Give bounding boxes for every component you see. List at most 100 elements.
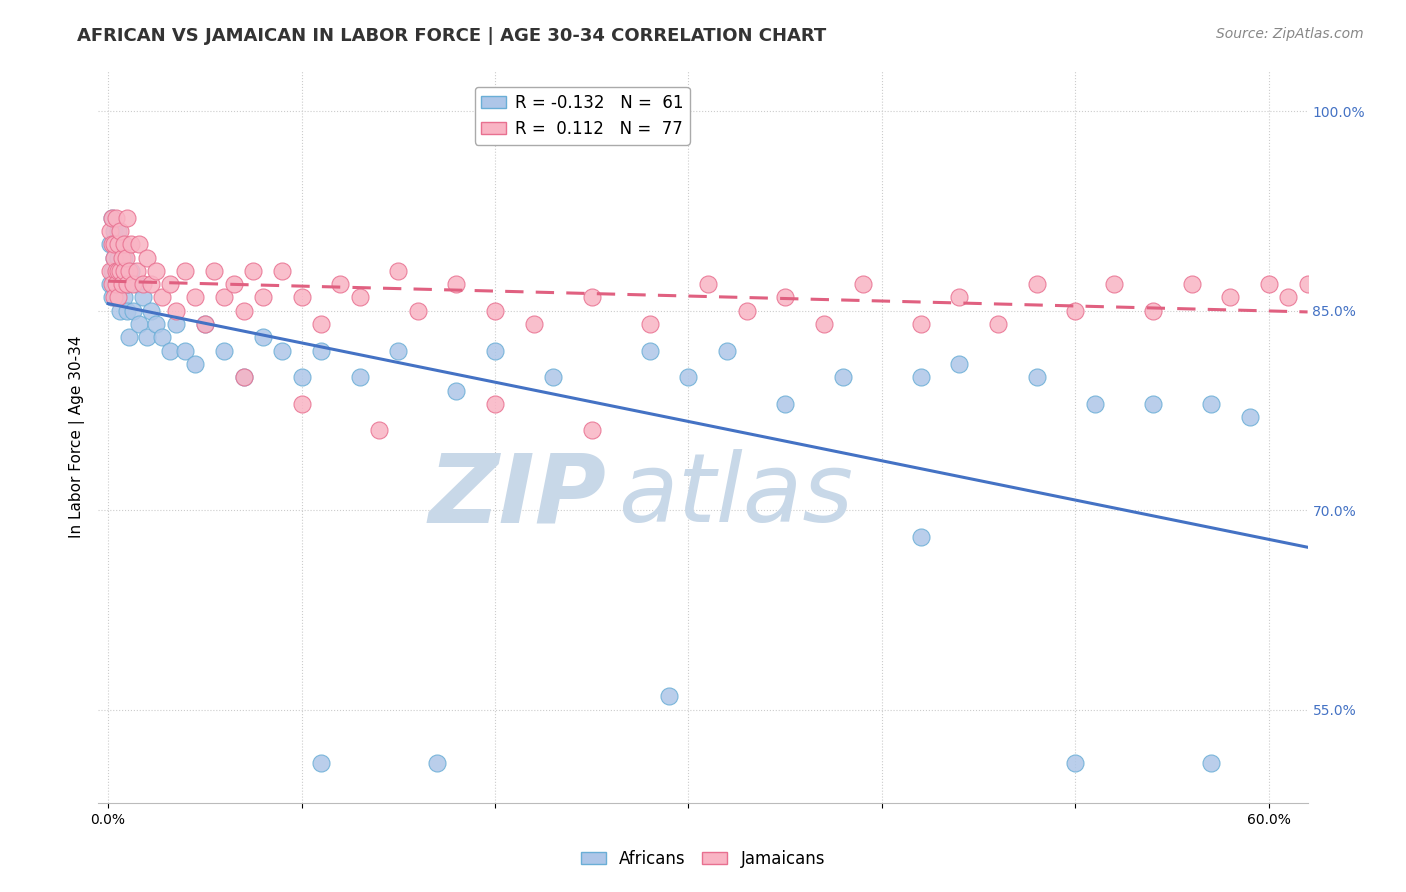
Point <box>290 290 312 304</box>
Point <box>107 277 129 292</box>
Point <box>108 224 131 238</box>
Point <box>112 290 135 304</box>
Point <box>145 317 167 331</box>
Point <box>101 277 124 292</box>
Point <box>484 303 506 318</box>
Point <box>1064 756 1087 770</box>
Point <box>98 237 121 252</box>
Point <box>120 264 142 278</box>
Text: atlas: atlas <box>619 449 853 542</box>
Point <box>103 290 125 304</box>
Point <box>309 756 332 770</box>
Point <box>135 251 157 265</box>
Point <box>832 370 855 384</box>
Point <box>232 370 254 384</box>
Point <box>159 343 181 358</box>
Point <box>111 237 134 252</box>
Point <box>111 251 134 265</box>
Point <box>165 317 187 331</box>
Point <box>290 397 312 411</box>
Point <box>112 237 135 252</box>
Point <box>212 343 235 358</box>
Point <box>174 343 197 358</box>
Point <box>910 317 932 331</box>
Point <box>349 290 371 304</box>
Point <box>104 290 127 304</box>
Point <box>484 343 506 358</box>
Point <box>101 264 124 278</box>
Point <box>122 303 145 318</box>
Point <box>1025 277 1047 292</box>
Point <box>150 290 173 304</box>
Point <box>128 237 150 252</box>
Point <box>271 343 294 358</box>
Point <box>484 397 506 411</box>
Point <box>948 357 970 371</box>
Point <box>1025 370 1047 384</box>
Point <box>104 264 127 278</box>
Point <box>987 317 1010 331</box>
Point <box>426 756 449 770</box>
Point <box>716 343 738 358</box>
Point <box>111 277 134 292</box>
Legend: R = -0.132   N =  61, R =  0.112   N =  77: R = -0.132 N = 61, R = 0.112 N = 77 <box>474 87 690 145</box>
Point <box>114 251 136 265</box>
Point <box>103 251 125 265</box>
Point <box>108 264 131 278</box>
Point <box>98 277 121 292</box>
Point <box>1239 410 1261 425</box>
Point <box>446 384 468 398</box>
Point <box>132 290 155 304</box>
Point <box>103 251 125 265</box>
Point <box>638 317 661 331</box>
Point <box>910 370 932 384</box>
Point <box>107 290 129 304</box>
Point <box>135 330 157 344</box>
Point <box>108 264 131 278</box>
Point <box>773 397 796 411</box>
Point <box>145 264 167 278</box>
Point <box>128 317 150 331</box>
Point <box>387 343 409 358</box>
Point <box>98 264 121 278</box>
Point <box>387 264 409 278</box>
Point <box>581 424 603 438</box>
Point <box>349 370 371 384</box>
Point <box>174 264 197 278</box>
Point <box>120 237 142 252</box>
Point <box>107 224 129 238</box>
Point <box>309 317 332 331</box>
Point <box>117 277 139 292</box>
Point <box>127 277 149 292</box>
Point <box>107 264 129 278</box>
Point <box>204 264 226 278</box>
Text: ZIP: ZIP <box>429 449 606 542</box>
Point <box>773 290 796 304</box>
Point <box>150 330 173 344</box>
Point <box>232 303 254 318</box>
Point <box>122 277 145 292</box>
Point <box>1142 303 1164 318</box>
Point <box>103 224 125 238</box>
Point <box>159 277 181 292</box>
Point <box>112 264 135 278</box>
Point <box>139 277 162 292</box>
Point <box>368 424 391 438</box>
Point <box>446 277 468 292</box>
Point <box>696 277 718 292</box>
Point <box>406 303 429 318</box>
Text: Source: ZipAtlas.com: Source: ZipAtlas.com <box>1216 27 1364 41</box>
Point <box>813 317 835 331</box>
Point <box>523 317 546 331</box>
Point <box>184 357 207 371</box>
Point <box>1296 277 1319 292</box>
Point <box>112 251 135 265</box>
Point <box>541 370 564 384</box>
Point <box>329 277 352 292</box>
Point <box>139 303 162 318</box>
Point <box>252 330 274 344</box>
Point <box>1374 264 1396 278</box>
Point <box>581 290 603 304</box>
Point <box>103 277 125 292</box>
Y-axis label: In Labor Force | Age 30-34: In Labor Force | Age 30-34 <box>69 335 84 539</box>
